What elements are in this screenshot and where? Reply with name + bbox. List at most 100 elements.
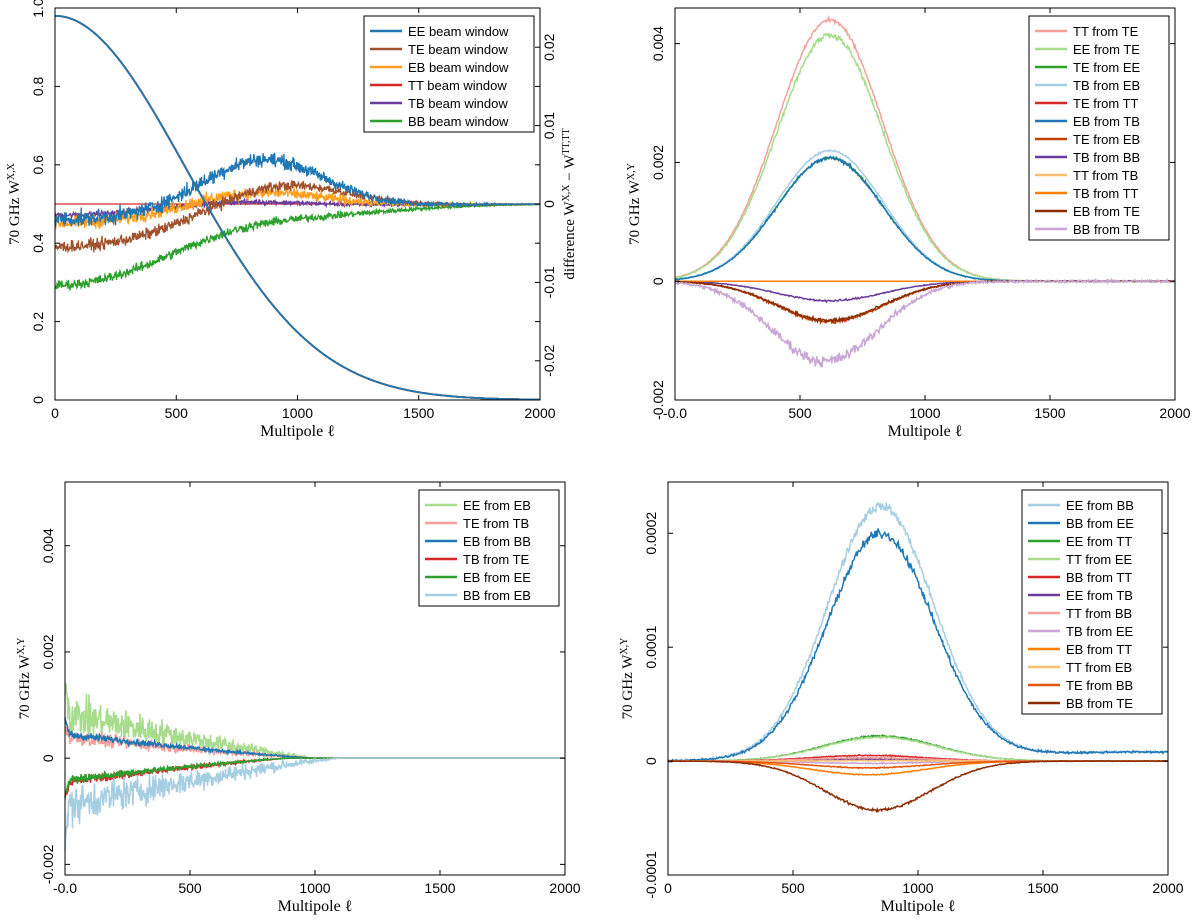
legend-label: TE from EE — [1073, 60, 1141, 75]
x-tick-label: 500 — [788, 405, 812, 421]
y-tick-label: 0.0002 — [643, 512, 659, 555]
legend-label: TB from TT — [1073, 186, 1139, 201]
legend: EE beam window TE beam window EB beam wind… — [363, 15, 535, 133]
legend-label: TT beam window — [408, 78, 507, 93]
y-tick-label: -0.0001 — [643, 851, 659, 899]
legend-label: EE from TB — [1066, 588, 1133, 603]
x-tick-label: 1500 — [1034, 405, 1065, 421]
legend-label: EE beam window — [408, 24, 509, 39]
x-tick-label: 1000 — [282, 405, 313, 421]
legend-label: EE from BB — [1066, 498, 1134, 513]
legend-item: TB from TT — [1035, 186, 1139, 201]
legend-item: EE from BB — [1028, 498, 1134, 513]
legend-item: BB from TE — [1028, 696, 1133, 711]
legend-item: TE from EB — [1035, 132, 1140, 147]
legend-label: EE from TE — [1073, 42, 1140, 57]
legend-label: BB from TT — [1066, 570, 1132, 585]
legend-item: TT from EE — [1028, 552, 1133, 567]
legend-label: EE from EB — [463, 498, 531, 513]
legend-label: EB beam window — [408, 60, 509, 75]
legend: TT from TE EE from TE TE from EE TB from EB… — [1028, 15, 1170, 241]
cross-window-curve — [667, 528, 1169, 763]
y-tick-label: 0.2 — [30, 312, 46, 332]
legend-label: TB from BB — [1073, 150, 1140, 165]
legend-item: TB beam window — [370, 96, 508, 111]
legend-item: EB from TE — [1035, 204, 1140, 219]
beam-window-curve — [54, 14, 541, 401]
chart-panel-bottom-right: 0 500 1000 1500 2000 -0.0001 0 0.0001 0.0002 Mult… — [619, 481, 1184, 915]
x-tick-label: 500 — [781, 880, 805, 896]
x-tick-label: 0 — [51, 405, 59, 421]
legend-label: EB from TE — [1073, 204, 1140, 219]
legend-box — [1028, 15, 1170, 241]
x-tick-label: -0.0 — [663, 405, 687, 421]
y-tick-label: 0.004 — [650, 26, 666, 61]
curves — [667, 501, 1169, 814]
difference-curve — [54, 184, 541, 230]
x-tick-label: 1500 — [1027, 880, 1058, 896]
y-tick-label: 1.0 — [30, 0, 46, 18]
legend-item: TE from BB — [1028, 678, 1133, 693]
legend-item: TB from TE — [425, 552, 530, 567]
legend-item: EE beam window — [370, 24, 509, 39]
y2-tick-label: 0.02 — [541, 33, 557, 60]
y-tick-label: 0 — [40, 754, 56, 762]
legend-item: EB from BB — [425, 534, 531, 549]
legend-item: EB from TT — [1028, 642, 1132, 657]
x-axis-label: Multipole ℓ — [881, 898, 956, 915]
y-tick-label: -0.002 — [40, 844, 56, 884]
legend-item: TT from TB — [1035, 168, 1138, 183]
y-axis-label: 70 GHz WX,Y — [16, 638, 34, 720]
legend-item: EB beam window — [370, 60, 509, 75]
legend-item: TB from EE — [1028, 624, 1134, 639]
legend-label: EB from TB — [1073, 114, 1140, 129]
legend-label: TE from BB — [1066, 678, 1133, 693]
legend-label: EB from BB — [463, 534, 531, 549]
chart-panel-top-right: -0.0 500 1000 1500 2000 -0.002 0 0.002 0.004 Mult… — [626, 7, 1191, 440]
y-tick-label: 0 — [643, 757, 659, 765]
x-tick-label: -0.0 — [53, 880, 77, 896]
x-tick-label: 0 — [664, 880, 672, 896]
legend-label: TT from EE — [1066, 552, 1133, 567]
legend-item: EE from EB — [425, 498, 531, 513]
x-tick-label: 2000 — [1152, 880, 1183, 896]
x-tick-label: 1000 — [299, 880, 330, 896]
legend-label: TT from TB — [1073, 168, 1138, 183]
y-axis-label: 70 GHz WX,X — [6, 162, 24, 244]
legend-label: TT from TE — [1073, 24, 1139, 39]
cross-window-curve — [667, 759, 1168, 814]
y2-tick-label: -0.01 — [541, 266, 557, 298]
legend-box — [418, 489, 560, 607]
legend-item: TT from EB — [1028, 660, 1132, 675]
y-axis-label: 70 GHz WX,Y — [619, 638, 637, 720]
legend-item: EE from TB — [1028, 588, 1133, 603]
legend-label: TB from EB — [1073, 78, 1140, 93]
x-axis-label: Multipole ℓ — [278, 898, 353, 915]
x-tick-label: 2000 — [549, 880, 580, 896]
legend-item: EE from TE — [1035, 42, 1140, 57]
legend-label: TE from TB — [463, 516, 529, 531]
legend-item: EE from TT — [1028, 534, 1132, 549]
legend-label: TE from TT — [1073, 96, 1139, 111]
y-tick-label: 0.0001 — [643, 626, 659, 669]
y-tick-label: 0.004 — [40, 528, 56, 563]
legend: EE from BB BB from EE EE from TT TT from EE… — [1021, 489, 1163, 715]
legend-item: TE from TB — [425, 516, 529, 531]
y2-tick-label: 0.01 — [541, 112, 557, 139]
curves — [54, 14, 541, 401]
legend-item: BB beam window — [370, 114, 509, 129]
x-tick-label: 500 — [178, 880, 202, 896]
legend-item: TT beam window — [370, 78, 507, 93]
y-tick-label: 0.6 — [30, 155, 46, 175]
legend-box — [1021, 489, 1163, 715]
legend-label: BB from EB — [463, 588, 531, 603]
chart-panel-top-left: 0 500 1000 1500 2000 0 0.2 0.4 0.6 0.8 1.0 -0.02 -0.… — [6, 0, 579, 440]
legend-item: BB from EE — [1028, 516, 1134, 531]
legend-label: BB beam window — [408, 114, 509, 129]
legend-label: TB from EE — [1066, 624, 1134, 639]
legend-item: TT from TE — [1035, 24, 1139, 39]
x-tick-label: 2000 — [1159, 405, 1190, 421]
legend-item: BB from TT — [1028, 570, 1132, 585]
curves — [64, 683, 565, 852]
legend-label: EB from TT — [1066, 642, 1132, 657]
